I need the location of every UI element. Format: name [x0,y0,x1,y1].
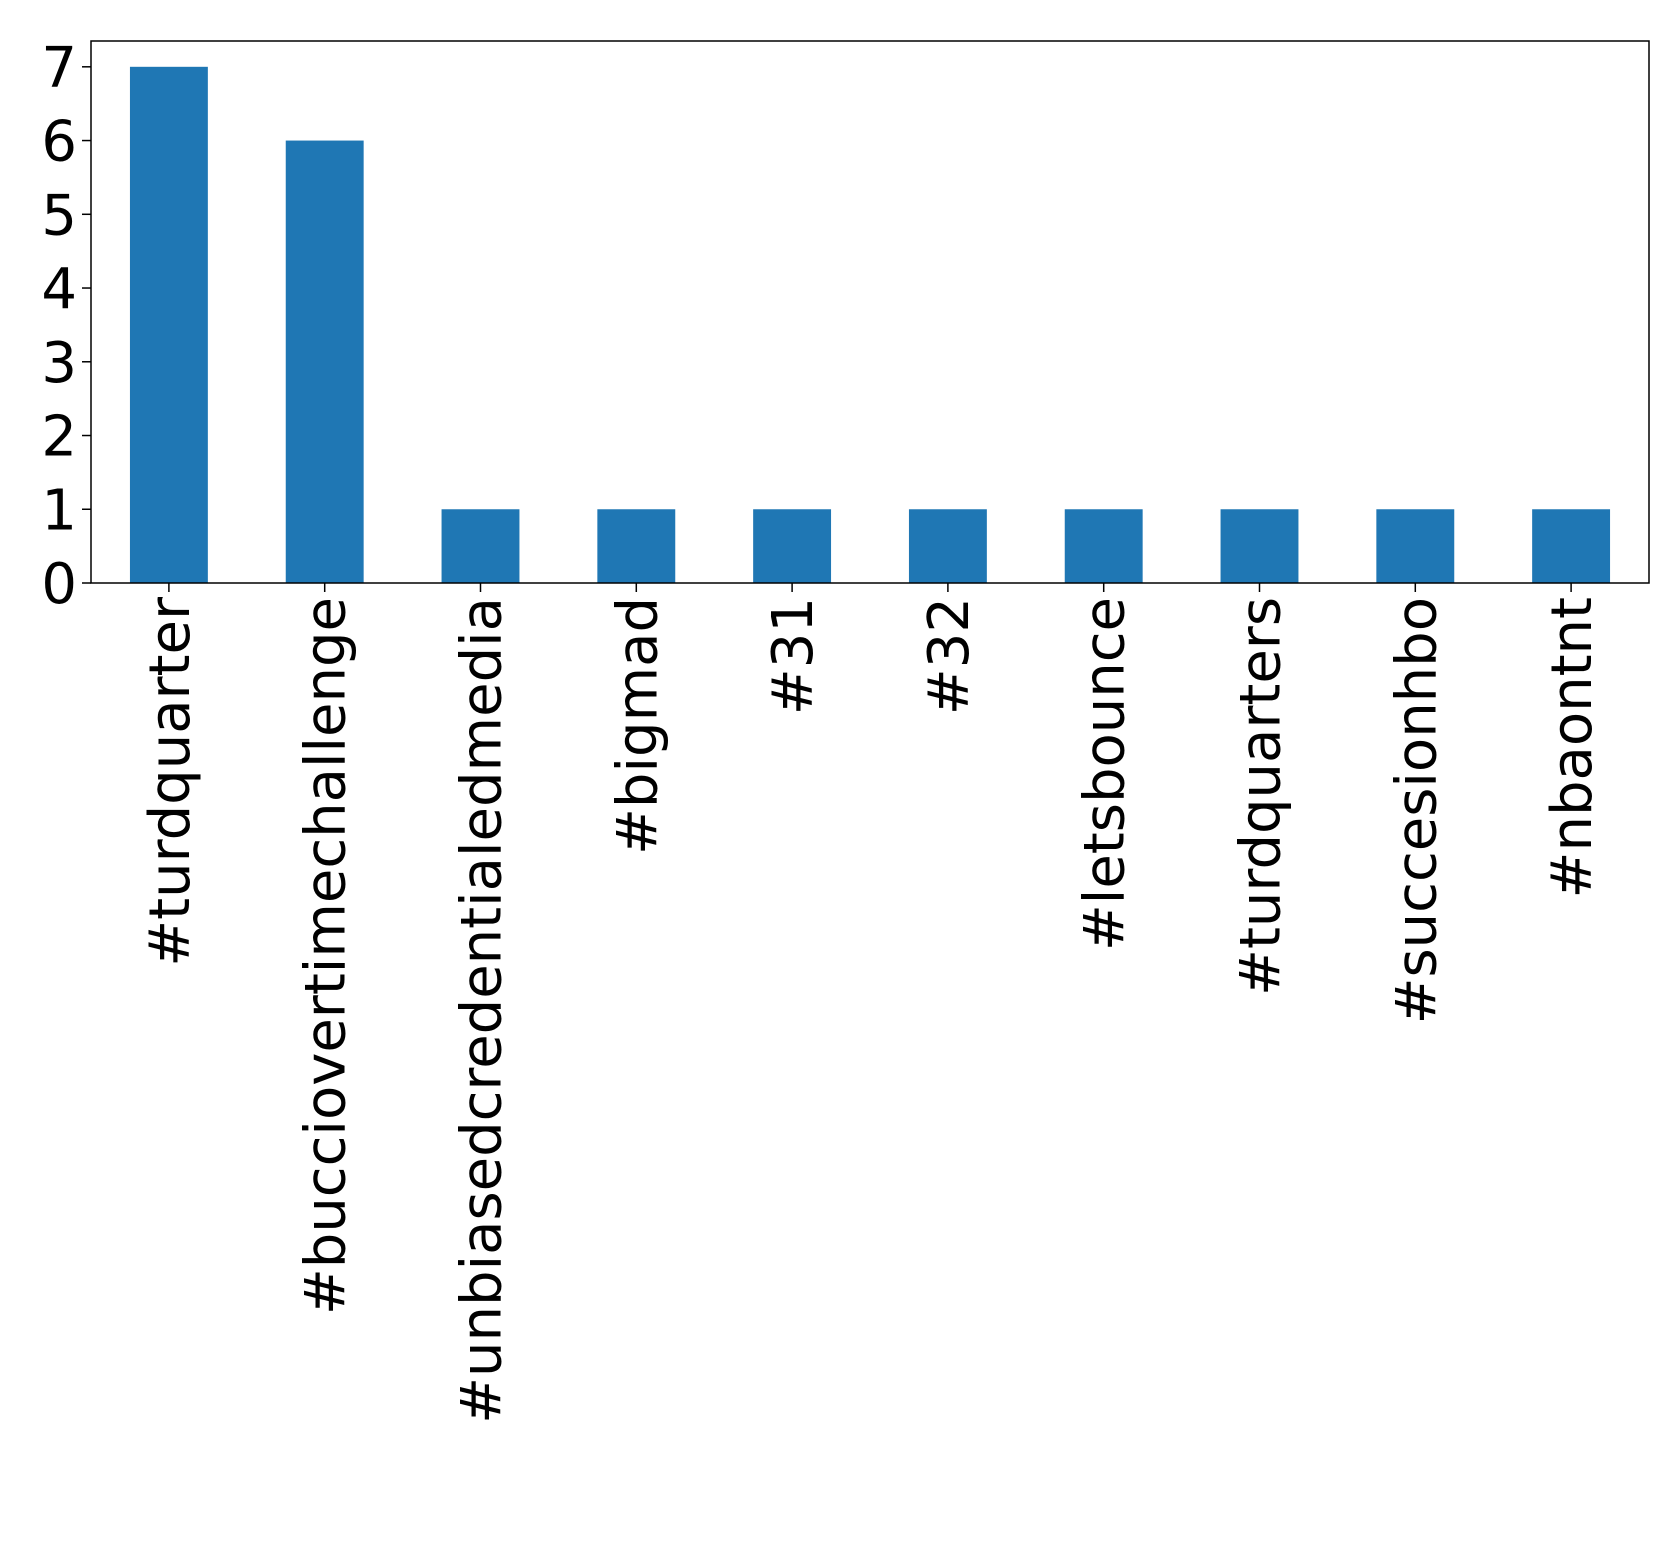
x-tick-label: #unbiasedcredentialedmedia [450,597,515,1424]
x-tick-label: #succesionhbo [1384,597,1449,1024]
bar [129,66,208,584]
y-axis: 0 1 2 3 4 5 6 7 [41,36,91,617]
y-tick-label: 0 [41,552,77,617]
x-tick-label: #turdquarter [138,596,203,967]
y-tick-label: 5 [41,183,77,248]
bar [753,509,832,583]
bar [1064,509,1143,583]
bar [1376,509,1455,583]
y-tick-label: 7 [41,36,77,101]
bar [285,140,364,583]
bar [1220,509,1299,583]
x-tick-label: #31 [761,597,826,715]
plot-frame [90,40,1650,584]
x-tick-label: #32 [917,597,982,715]
x-tick-label: #nbaontnt [1540,597,1605,898]
y-tick-label: 4 [41,257,77,322]
y-tick-label: 6 [41,110,77,175]
bar [441,509,520,583]
y-tick-label: 3 [41,331,77,396]
x-axis: #turdquarter #bucciovertimechallenge #unbi… [138,583,1605,1424]
bars-group [129,66,1611,584]
x-tick-label: #bucciovertimechallenge [294,597,359,1315]
bar [597,509,676,583]
x-tick-label: #letsbounce [1073,597,1138,951]
x-tick-label: #turdquarters [1229,597,1294,996]
bar [1532,509,1611,583]
bar [908,509,987,583]
y-tick-label: 2 [41,405,77,470]
y-tick-label: 1 [41,478,77,543]
x-tick-label: #bigmad [605,597,670,855]
